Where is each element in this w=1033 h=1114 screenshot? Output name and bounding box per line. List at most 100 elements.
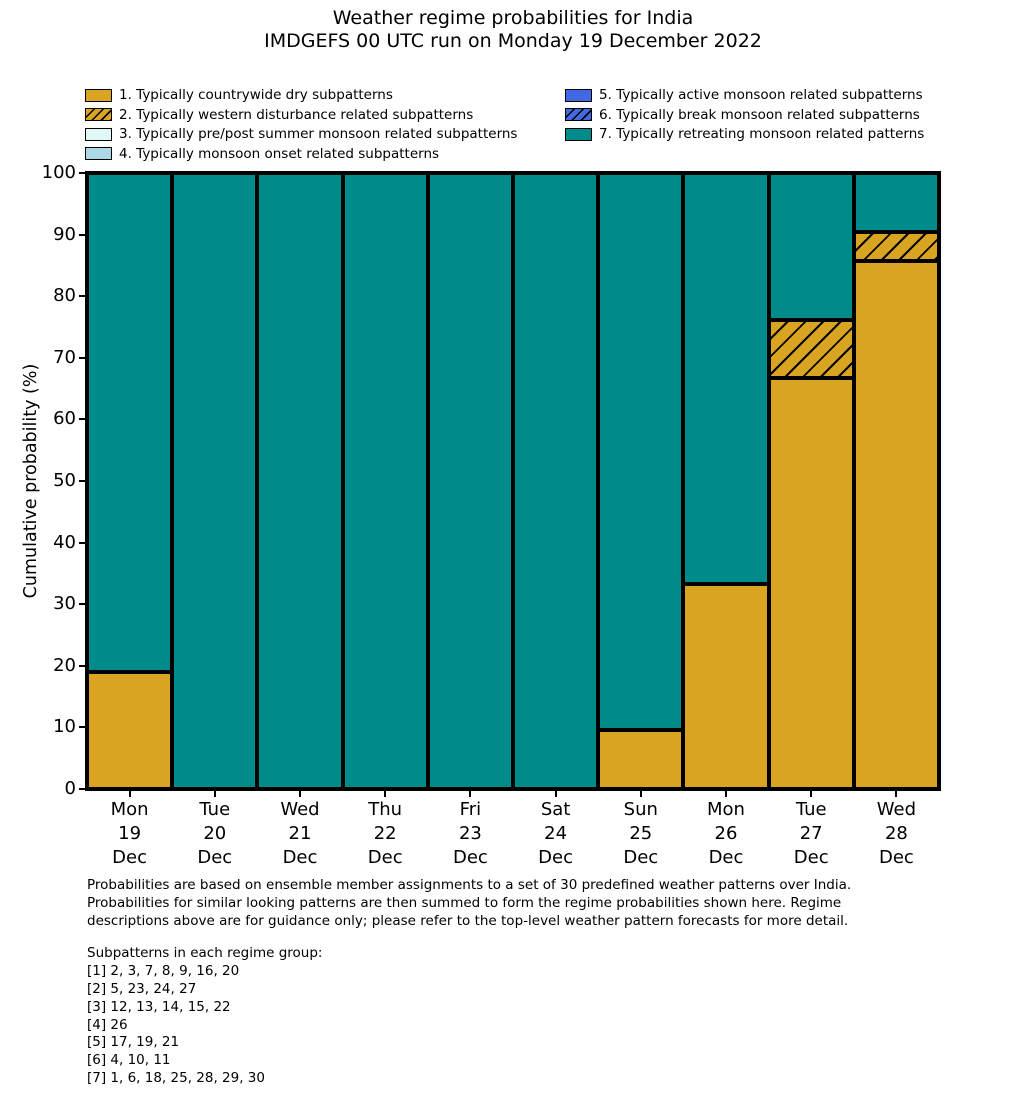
- legend-label: 5. Typically active monsoon related subp…: [599, 87, 923, 103]
- legend-item-regime-3: 3. Typically pre/post summer monsoon rel…: [85, 126, 517, 142]
- y-tick-mark: [79, 356, 85, 359]
- x-tick-label: Mon 19 Dec: [110, 799, 149, 868]
- bar-segment-regime-7: [683, 173, 769, 584]
- legend: 1. Typically countrywide dry subpatterns…: [85, 87, 1015, 169]
- bar-segment-regime-7: [513, 173, 599, 789]
- subpatterns-block: Subpatterns in each regime group: [1] 2,…: [87, 945, 987, 1087]
- y-axis: 0 10 20 30 40 50 60 70 80 90 100: [0, 162, 85, 799]
- legend-swatch-icon: [565, 108, 592, 122]
- legend-swatch-icon: [565, 88, 592, 102]
- y-tick-mark: [79, 172, 85, 174]
- y-tick-mark: [79, 480, 85, 482]
- y-tick-mark: [79, 603, 85, 606]
- legend-item-regime-7: 7. Typically retreating monsoon related …: [565, 126, 924, 142]
- x-tick-label: Wed 28 Dec: [876, 799, 917, 868]
- bar-segment-regime-1: [853, 261, 939, 789]
- y-tick-mark: [79, 788, 85, 790]
- x-tick-mark: [299, 791, 301, 797]
- bar-segment-regime-2: [768, 319, 854, 379]
- x-tick-label: Mon 26 Dec: [707, 799, 745, 868]
- y-tick-label: 40: [53, 531, 76, 553]
- y-tick-label: 30: [53, 593, 76, 615]
- legend-item-regime-4: 4. Typically monsoon onset related subpa…: [85, 146, 439, 162]
- footer-line: Probabilities for similar looking patter…: [87, 894, 842, 911]
- x-tick-mark: [213, 791, 216, 797]
- x-tick-mark: [895, 791, 898, 797]
- subpattern-line: [3] 12, 13, 14, 15, 22: [87, 998, 231, 1015]
- legend-item-regime-5: 5. Typically active monsoon related subp…: [565, 87, 923, 103]
- legend-item-regime-6: 6. Typically break monsoon related subpa…: [565, 107, 920, 123]
- x-tick-label: Sat 24 Dec: [538, 799, 574, 868]
- bar-segment-regime-1: [683, 583, 769, 789]
- legend-item-regime-2: 2. Typically western disturbance related…: [85, 107, 473, 123]
- y-tick-mark: [79, 233, 85, 236]
- legend-swatch-icon: [85, 127, 112, 141]
- legend-swatch-icon: [565, 127, 592, 141]
- x-tick-mark: [639, 791, 642, 797]
- y-tick-label: 90: [53, 223, 76, 245]
- footer-notes: Probabilities are based on ensemble memb…: [87, 877, 987, 1088]
- x-tick-mark: [554, 791, 557, 797]
- title-block: Weather regime probabilities for India I…: [87, 7, 939, 53]
- subpattern-line: [6] 4, 10, 11: [87, 1052, 171, 1069]
- y-tick-mark: [79, 664, 85, 667]
- bar-segment-regime-1: [768, 378, 854, 789]
- x-axis: Mon 19 Dec Tue 20 Dec Wed 21 Dec Thu 22 Dec…: [87, 791, 939, 881]
- bar-segment-regime-1: [87, 671, 173, 789]
- legend-label: 3. Typically pre/post summer monsoon rel…: [119, 126, 518, 143]
- footer-line: descriptions above are for guidance only…: [87, 912, 849, 929]
- y-tick-label: 60: [53, 408, 76, 430]
- chart-subtitle: IMDGEFS 00 UTC run on Monday 19 December…: [264, 30, 762, 52]
- x-tick-mark: [128, 791, 131, 797]
- y-tick-mark: [79, 418, 85, 421]
- bar-segment-regime-7: [598, 173, 684, 731]
- subpatterns-header: Subpatterns in each regime group:: [87, 945, 323, 962]
- subpattern-line: [2] 5, 23, 24, 27: [87, 980, 197, 997]
- y-tick-mark: [79, 295, 85, 298]
- bar-segment-regime-1: [598, 730, 684, 789]
- bar-segment-regime-7: [172, 173, 258, 789]
- plot-area: [85, 171, 941, 791]
- x-tick-mark: [725, 791, 727, 797]
- y-tick-label: 80: [53, 285, 76, 307]
- subpattern-line: [1] 2, 3, 7, 8, 9, 16, 20: [87, 963, 240, 980]
- bar-segment-regime-7: [257, 173, 343, 789]
- x-tick-mark: [469, 791, 472, 797]
- legend-item-regime-1: 1. Typically countrywide dry subpatterns: [85, 87, 393, 103]
- legend-swatch-icon: [85, 147, 112, 161]
- legend-label: 4. Typically monsoon onset related subpa…: [119, 145, 440, 162]
- subpattern-line: [5] 17, 19, 21: [87, 1034, 180, 1051]
- y-tick-label: 100: [41, 162, 76, 183]
- x-tick-label: Tue 20 Dec: [197, 799, 233, 868]
- y-tick-mark: [79, 541, 85, 544]
- y-tick-mark: [79, 726, 85, 729]
- y-tick-label: 0: [64, 778, 76, 799]
- legend-label: 1. Typically countrywide dry subpatterns: [119, 87, 393, 103]
- bar-segment-regime-2: [853, 231, 939, 262]
- x-tick-label: Wed 21 Dec: [280, 799, 320, 868]
- y-tick-label: 20: [53, 654, 76, 676]
- x-tick-label: Tue 27 Dec: [793, 799, 829, 868]
- x-tick-mark: [384, 791, 387, 797]
- y-tick-label: 10: [53, 716, 76, 738]
- bar-segment-regime-7: [427, 173, 513, 789]
- y-tick-label: 70: [53, 346, 76, 368]
- subpattern-line: [4] 26: [87, 1016, 128, 1033]
- bar-segment-regime-7: [768, 173, 854, 320]
- subpattern-line: [7] 1, 6, 18, 25, 28, 29, 30: [87, 1069, 265, 1086]
- bar-segment-regime-7: [87, 173, 173, 672]
- legend-swatch-icon: [85, 88, 112, 102]
- legend-swatch-icon: [85, 108, 112, 122]
- legend-label: 2. Typically western disturbance related…: [119, 106, 474, 123]
- x-tick-label: Fri 23 Dec: [452, 799, 488, 868]
- x-tick-label: Thu 22 Dec: [367, 799, 403, 868]
- legend-label: 6. Typically break monsoon related subpa…: [599, 106, 920, 123]
- x-tick-label: Sun 25 Dec: [623, 799, 659, 868]
- footer-line: Probabilities are based on ensemble memb…: [87, 877, 852, 893]
- bar-segment-regime-7: [342, 173, 428, 789]
- legend-label: 7. Typically retreating monsoon related …: [599, 126, 925, 143]
- y-tick-label: 50: [53, 470, 76, 491]
- x-tick-mark: [810, 791, 813, 797]
- bar-segment-regime-7: [853, 173, 939, 232]
